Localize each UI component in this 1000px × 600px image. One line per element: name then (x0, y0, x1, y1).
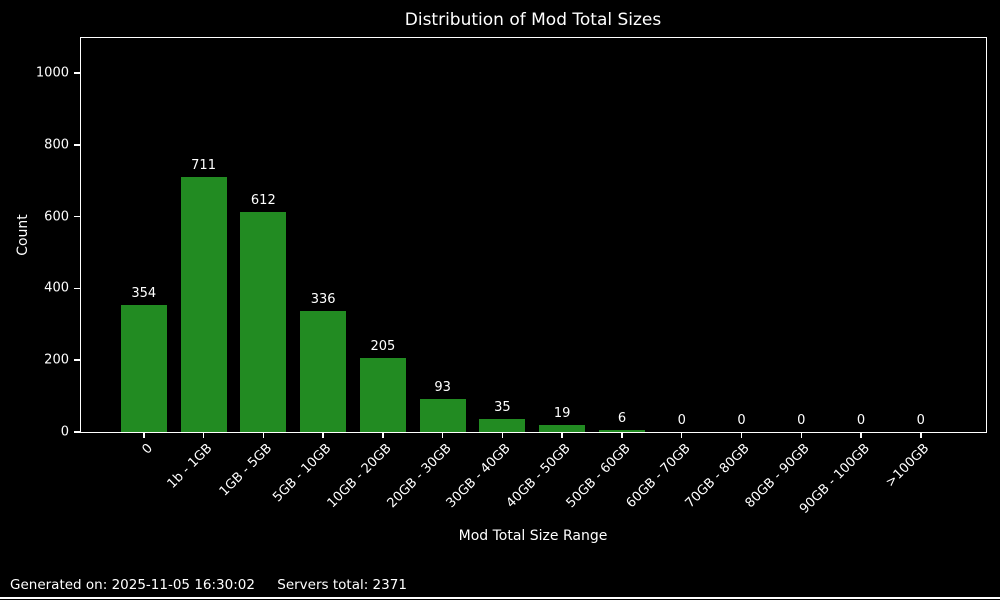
y-tick-label: 600 (44, 209, 69, 225)
bar (359, 358, 406, 432)
bar-value-label: 354 (131, 285, 157, 301)
x-axis-label: Mod Total Size Range (458, 528, 608, 544)
x-tick (262, 432, 265, 438)
y-tick-label: 200 (44, 352, 69, 368)
y-tick (73, 144, 80, 146)
x-tick-label: 1b - 1GB (164, 441, 216, 492)
x-tick (621, 432, 623, 438)
chart-title: Distribution of Mod Total Sizes (404, 10, 662, 30)
bar (120, 304, 167, 432)
x-tick (202, 432, 205, 438)
x-tick (860, 432, 862, 438)
y-tick (73, 431, 80, 433)
x-tick-label: 1GB - 5GB (216, 441, 275, 500)
x-tick (920, 432, 922, 438)
x-tick (561, 432, 563, 438)
bar-value-label: 0 (797, 413, 806, 428)
y-tick (73, 72, 80, 74)
x-tick (680, 432, 683, 438)
x-tick (322, 432, 324, 438)
bar-value-label: 336 (310, 292, 336, 308)
bar (598, 429, 645, 432)
bar-value-label: 0 (677, 413, 686, 428)
bar-value-label: 0 (856, 413, 866, 428)
x-tick (501, 432, 504, 438)
x-tick (382, 432, 384, 438)
x-tick (441, 432, 444, 438)
bar (180, 176, 227, 432)
generated-timestamp: Generated on: 2025-11-05 16:30:02 (10, 577, 255, 593)
y-tick (73, 215, 80, 218)
x-tick (800, 432, 803, 438)
y-tick-label: 1000 (35, 65, 69, 81)
y-tick (73, 359, 80, 361)
bar-value-label: 93 (434, 379, 451, 395)
y-tick-label: 400 (44, 280, 69, 296)
bar-value-label: 0 (916, 413, 925, 428)
bar-value-label: 6 (617, 410, 627, 426)
y-tick-label: 0 (60, 424, 69, 440)
plot-area: 0 200 400 600 800 1000 354 0 711 1b - 1GB 612 1GB -… (36, 37, 987, 517)
bar-value-label: 0 (737, 413, 746, 428)
x-tick-label: 5GB - 10GB (270, 441, 335, 506)
bar (300, 311, 347, 432)
bar-value-label: 19 (553, 406, 571, 422)
bar (539, 425, 586, 432)
y-tick (73, 287, 80, 290)
bar-value-label: 35 (494, 400, 511, 416)
bar (479, 419, 526, 432)
servers-total: Servers total: 2371 (277, 577, 407, 593)
bottom-divider (0, 597, 1000, 599)
y-axis-label: Count (15, 214, 31, 256)
bar (240, 212, 287, 432)
x-tick-label: 0 (138, 441, 156, 458)
bar-value-label: 711 (191, 157, 216, 173)
footer: Generated on: 2025-11-05 16:30:02 Server… (10, 577, 407, 593)
x-tick (143, 432, 145, 438)
x-tick (740, 432, 743, 438)
x-tick-label: >100GB (883, 441, 933, 491)
bar-value-label: 612 (250, 193, 276, 209)
bar-value-label: 205 (370, 339, 396, 355)
bar (419, 398, 466, 432)
y-tick-label: 800 (44, 137, 69, 153)
